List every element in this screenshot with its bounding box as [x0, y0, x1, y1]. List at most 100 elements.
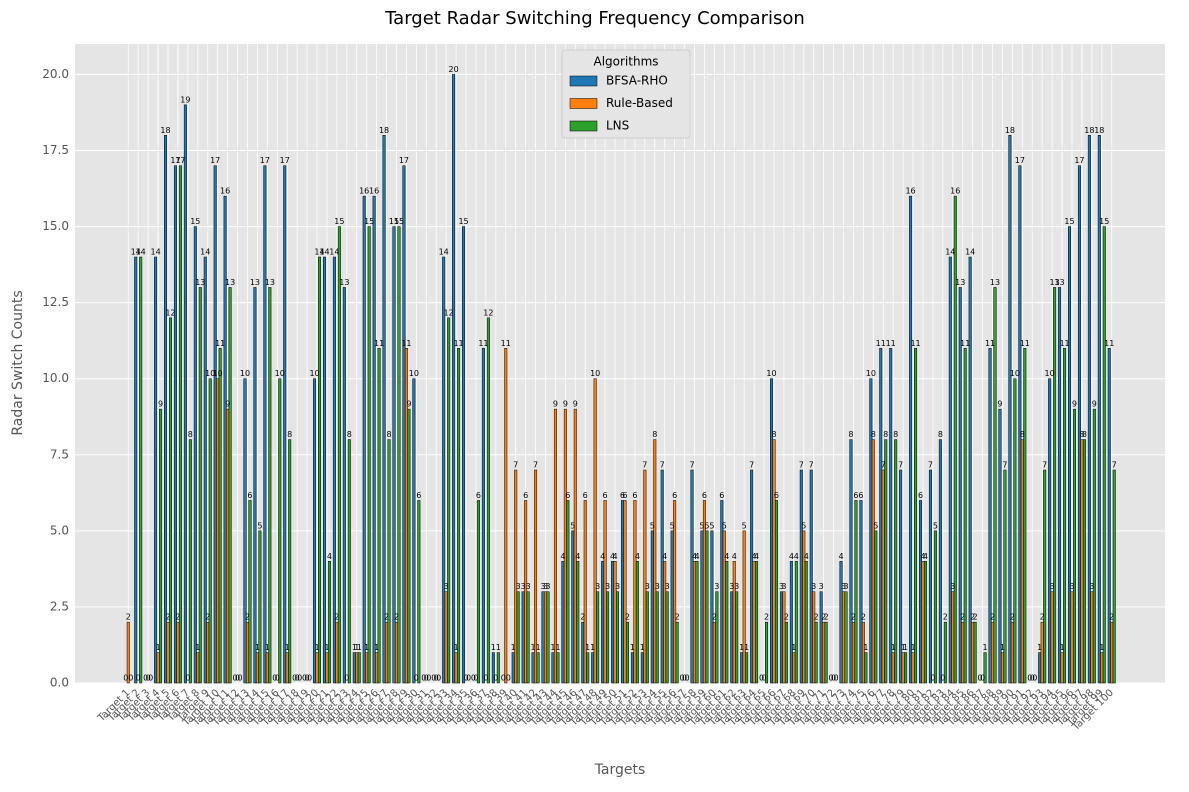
- value-label: 8: [848, 430, 853, 439]
- bar: [245, 621, 249, 684]
- bar: [844, 591, 848, 684]
- y-tick-label: 10.0: [42, 371, 69, 385]
- bar: [1080, 439, 1084, 684]
- value-label: 8: [652, 430, 657, 439]
- value-label: 0: [146, 674, 151, 683]
- bar: [784, 621, 788, 684]
- value-label: 7: [928, 461, 933, 470]
- value-label: 2: [384, 613, 389, 622]
- value-label: 0: [233, 674, 238, 683]
- value-label: 2: [821, 613, 826, 622]
- bar: [804, 561, 808, 684]
- value-label: 6: [603, 491, 608, 500]
- value-label: 8: [893, 430, 898, 439]
- value-label: 1: [535, 643, 540, 652]
- bar: [315, 652, 319, 684]
- y-tick-label: 20.0: [42, 67, 69, 81]
- value-label: 0: [272, 674, 277, 683]
- value-label: 6: [632, 491, 637, 500]
- value-label: 10: [866, 369, 876, 378]
- value-label: 1: [324, 643, 329, 652]
- value-label: 0: [185, 674, 190, 683]
- value-label: 1: [374, 643, 379, 652]
- bar: [725, 561, 729, 684]
- bar: [357, 652, 361, 684]
- value-label: 5: [570, 521, 575, 530]
- value-label: 4: [600, 552, 605, 561]
- value-label: 6: [622, 491, 627, 500]
- bar: [700, 530, 704, 684]
- bar: [822, 621, 826, 684]
- value-label: 2: [990, 613, 995, 622]
- value-label: 6: [620, 491, 625, 500]
- value-label: 6: [853, 491, 858, 500]
- y-tick-label: 12.5: [42, 295, 69, 309]
- bar: [794, 561, 798, 684]
- value-label: 0: [426, 674, 431, 683]
- legend-swatch: [569, 98, 598, 109]
- bar: [1010, 621, 1014, 684]
- value-label: 10: [275, 369, 285, 378]
- bar: [571, 530, 575, 684]
- value-label: 14: [200, 248, 210, 257]
- value-label: 4: [575, 552, 580, 561]
- bar: [819, 591, 823, 684]
- value-label: 2: [824, 613, 829, 622]
- bar: [318, 256, 321, 684]
- bar: [633, 500, 637, 684]
- value-label: 3: [781, 582, 786, 591]
- value-label: 7: [799, 461, 804, 470]
- value-label: 7: [642, 461, 647, 470]
- value-label: 4: [732, 552, 737, 561]
- value-label: 1: [1000, 643, 1005, 652]
- bar: [861, 621, 865, 684]
- value-label: 17: [280, 156, 290, 165]
- value-label: 0: [759, 674, 764, 683]
- value-label: 1: [156, 643, 161, 652]
- bar: [660, 469, 664, 684]
- value-label: 3: [811, 582, 816, 591]
- value-label: 3: [819, 582, 824, 591]
- bar: [159, 408, 163, 684]
- bar: [911, 652, 915, 684]
- value-label: 11: [1020, 339, 1030, 348]
- bar: [1082, 439, 1086, 684]
- value-label: 1: [911, 643, 916, 652]
- value-label: 8: [1082, 430, 1087, 439]
- bar: [216, 378, 220, 684]
- value-label: 1: [863, 643, 868, 652]
- value-label: 3: [1089, 582, 1094, 591]
- bar: [265, 652, 269, 684]
- bar: [1048, 378, 1052, 684]
- bar: [968, 256, 972, 684]
- bar: [901, 652, 905, 684]
- bar: [566, 500, 570, 684]
- bar: [889, 348, 893, 684]
- value-label: 2: [851, 613, 856, 622]
- value-label: 8: [883, 430, 888, 439]
- bars: [126, 74, 1116, 684]
- value-label: 13: [955, 278, 965, 287]
- bar: [851, 621, 855, 684]
- bar: [675, 621, 679, 684]
- value-label: 0: [344, 674, 349, 683]
- value-label: 14: [131, 248, 141, 257]
- bar: [288, 439, 292, 684]
- value-label: 0: [506, 674, 511, 683]
- value-label: 1: [1099, 643, 1104, 652]
- bar: [1097, 135, 1101, 684]
- bar: [496, 652, 500, 684]
- legend-box: [561, 49, 691, 139]
- value-label: 11: [215, 339, 225, 348]
- bar: [164, 135, 168, 684]
- bar: [745, 652, 749, 684]
- value-label: 10: [1010, 369, 1020, 378]
- value-label: 0: [292, 674, 297, 683]
- value-label: 15: [458, 217, 468, 226]
- bar: [650, 530, 654, 684]
- value-label: 7: [898, 461, 903, 470]
- bar: [139, 256, 143, 684]
- bar: [581, 621, 585, 684]
- value-label: 4: [754, 552, 759, 561]
- value-label: 1: [195, 643, 200, 652]
